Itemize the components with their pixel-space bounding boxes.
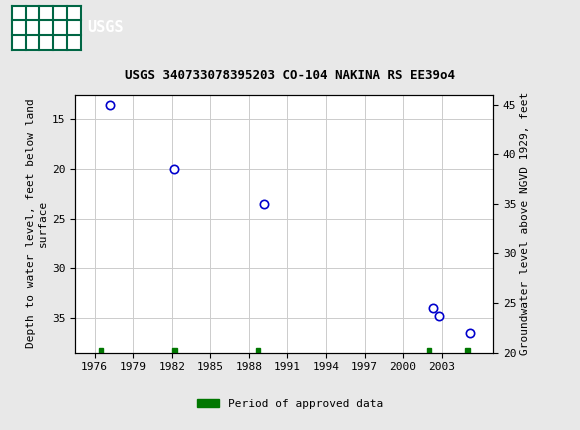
Y-axis label: Groundwater level above NGVD 1929, feet: Groundwater level above NGVD 1929, feet [520, 92, 530, 355]
Legend: Period of approved data: Period of approved data [193, 395, 387, 414]
Bar [99, 347, 103, 353]
Text: USGS 340733078395203 CO-104 NAKINA RS EE39o4: USGS 340733078395203 CO-104 NAKINA RS EE… [125, 69, 455, 82]
Y-axis label: Depth to water level, feet below land
surface: Depth to water level, feet below land su… [27, 99, 48, 348]
Bar [256, 347, 260, 353]
FancyBboxPatch shape [12, 6, 81, 50]
Text: USGS: USGS [87, 21, 124, 35]
Bar [426, 347, 431, 353]
Bar [172, 347, 176, 353]
Bar [465, 347, 470, 353]
